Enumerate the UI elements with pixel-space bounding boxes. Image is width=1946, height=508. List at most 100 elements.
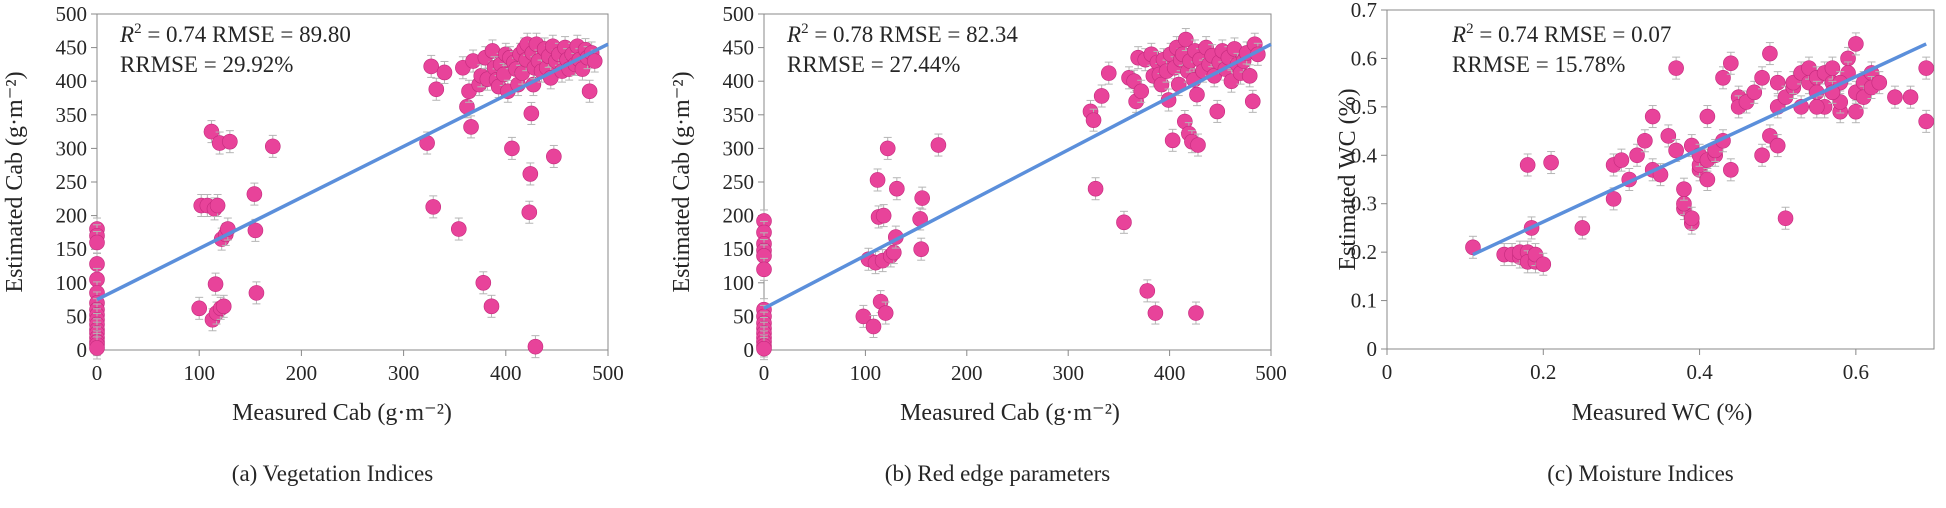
- y-tick-label: 150: [723, 237, 755, 261]
- data-point: [1769, 134, 1786, 158]
- point-marker: [1629, 147, 1645, 164]
- y-tick-label: 300: [56, 136, 88, 160]
- point-marker: [1754, 70, 1770, 86]
- data-point: [1209, 99, 1226, 123]
- data-point: [1824, 56, 1841, 80]
- data-point: [1535, 252, 1552, 276]
- stats-rrmse: RRMSE = 29.92%: [120, 52, 293, 77]
- chart-panel-3: 0 0.1 0.2 0.3 0.4 0.5 0.6 0.7 0 0.2 0.4 0.6 R2 = 0.7…: [1335, 0, 1935, 486]
- data-point: [1244, 89, 1261, 113]
- x-tick-label: 200: [951, 361, 983, 385]
- y-tick-label: 50: [66, 304, 87, 328]
- x-tick-label: 200: [286, 361, 318, 385]
- point-marker: [1699, 108, 1716, 125]
- y-tick-label: 0: [744, 338, 755, 362]
- data-point: [1170, 73, 1187, 97]
- r2-symbol: R: [1451, 22, 1466, 47]
- point-marker: [1519, 157, 1536, 173]
- data-point: [1147, 301, 1164, 325]
- y-tick-label: 350: [56, 103, 88, 127]
- data-point: [1902, 85, 1919, 109]
- point-marker: [1644, 108, 1661, 125]
- data-point: [1178, 28, 1194, 52]
- x-tick-label: 0: [1382, 360, 1393, 384]
- point-marker: [209, 197, 226, 214]
- stats-r2-rmse: R2 = 0.74 RMSE = 89.80: [119, 21, 351, 47]
- point-marker: [1164, 132, 1181, 149]
- fit-line: [1472, 42, 1927, 257]
- point-marker: [1777, 210, 1794, 227]
- x-tick-label: 400: [490, 361, 522, 385]
- point-marker: [1139, 283, 1156, 299]
- data-point: [1644, 105, 1661, 129]
- x-tick-label: 500: [1255, 361, 1287, 385]
- x-tick-label: 300: [1052, 361, 1084, 385]
- y-tick-label: 50: [733, 304, 754, 328]
- data-point: [1723, 51, 1739, 75]
- point-marker: [1746, 84, 1763, 101]
- y-tick-label: 500: [723, 2, 755, 26]
- point-marker: [1147, 305, 1164, 321]
- data-point: [522, 162, 539, 186]
- point-marker: [1085, 112, 1102, 128]
- x-tick-label: 500: [592, 361, 624, 385]
- point-marker: [1715, 70, 1731, 86]
- point-marker: [484, 43, 501, 59]
- point-marker: [1723, 162, 1739, 178]
- data-point: [1139, 279, 1156, 303]
- data-point: [504, 136, 520, 160]
- data-point: [436, 60, 453, 84]
- data-point: [450, 217, 467, 241]
- data-point: [1629, 143, 1645, 167]
- point-marker: [89, 340, 105, 356]
- x-axis-label: Measured Cab (g·m⁻²): [232, 400, 452, 426]
- data-point: [527, 335, 544, 359]
- data-point: [191, 296, 207, 320]
- data-point: [248, 281, 265, 305]
- data-point: [885, 241, 902, 265]
- plot-frame: [1386, 9, 1935, 350]
- r2-rmse-values: = 0.74 RMSE = 89.80: [142, 22, 351, 47]
- point-marker: [1918, 60, 1934, 76]
- data-point: [546, 144, 562, 168]
- y-tick-label: 300: [723, 136, 755, 160]
- y-tick-label: 350: [723, 103, 755, 127]
- data-point: [1543, 151, 1559, 175]
- r2-symbol: R: [786, 22, 801, 47]
- point-marker: [191, 300, 207, 317]
- y-tick-label: 200: [723, 204, 755, 228]
- data-point: [1100, 61, 1117, 85]
- data-point: [1808, 95, 1825, 119]
- r2-superscript: 2: [1466, 21, 1474, 37]
- point-marker: [546, 148, 562, 165]
- data-point: [889, 177, 905, 201]
- data-point: [1769, 71, 1786, 95]
- r2-rmse-values: = 0.74 RMSE = 0.07: [1474, 22, 1672, 47]
- point-marker: [89, 234, 105, 251]
- stats-rrmse: RRMSE = 15.78%: [1452, 52, 1625, 77]
- data-point: [1699, 105, 1716, 129]
- y-axis-label: Estimated WC (%): [1335, 88, 1361, 270]
- data-point: [1871, 71, 1888, 95]
- point-marker: [1189, 86, 1205, 103]
- point-marker: [885, 244, 902, 261]
- data-point: [1683, 206, 1700, 230]
- point-marker: [1613, 152, 1630, 168]
- point-marker: [436, 64, 453, 81]
- chart-panel-1: 0 50 100 150 200 250 300 350 400 450 500 0 100 200 300…: [2, 2, 624, 486]
- data-point: [419, 131, 435, 155]
- point-marker: [450, 221, 467, 237]
- data-point: [1848, 100, 1864, 124]
- point-marker: [207, 276, 224, 292]
- data-point: [423, 54, 439, 78]
- r2-symbol: R: [119, 22, 134, 47]
- stats-r2-rmse: R2 = 0.78 RMSE = 82.34: [786, 21, 1018, 47]
- point-marker: [1762, 45, 1778, 62]
- panel-caption: (c) Moisture Indices: [1547, 461, 1734, 486]
- r2-superscript: 2: [134, 21, 142, 37]
- stats-r2-rmse: R2 = 0.74 RMSE = 0.07: [1451, 21, 1671, 47]
- data-point: [1085, 108, 1102, 132]
- y-tick-label: 100: [56, 271, 88, 295]
- y-tick-label: 0.7: [1351, 0, 1377, 22]
